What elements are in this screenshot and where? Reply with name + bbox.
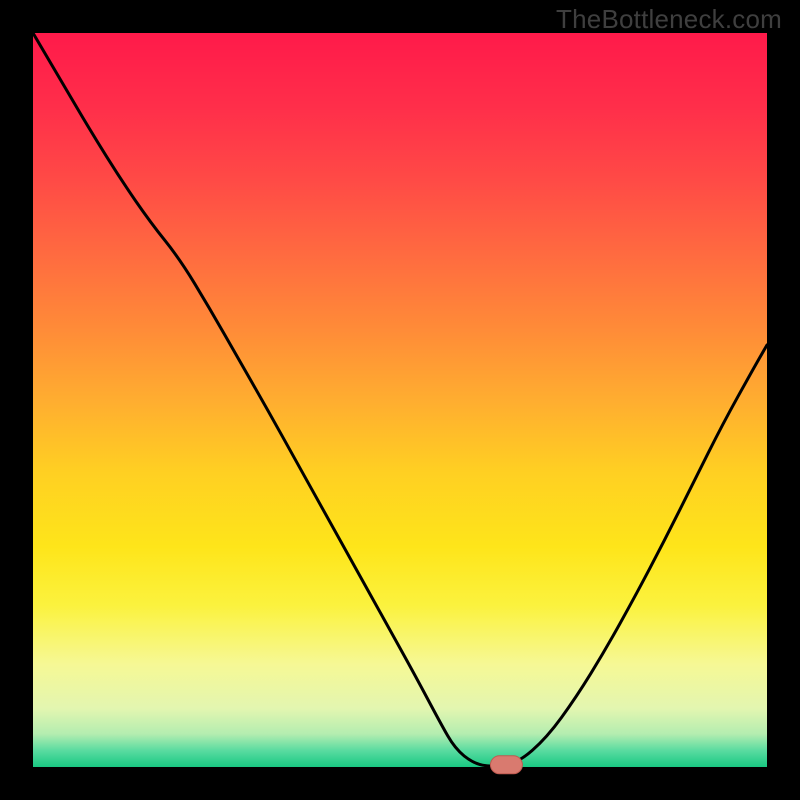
- chart-container: TheBottleneck.com: [0, 0, 800, 800]
- bottleneck-chart: [0, 0, 800, 800]
- optimal-point-marker: [490, 756, 522, 774]
- chart-background-gradient: [33, 33, 767, 767]
- watermark-text: TheBottleneck.com: [556, 4, 782, 35]
